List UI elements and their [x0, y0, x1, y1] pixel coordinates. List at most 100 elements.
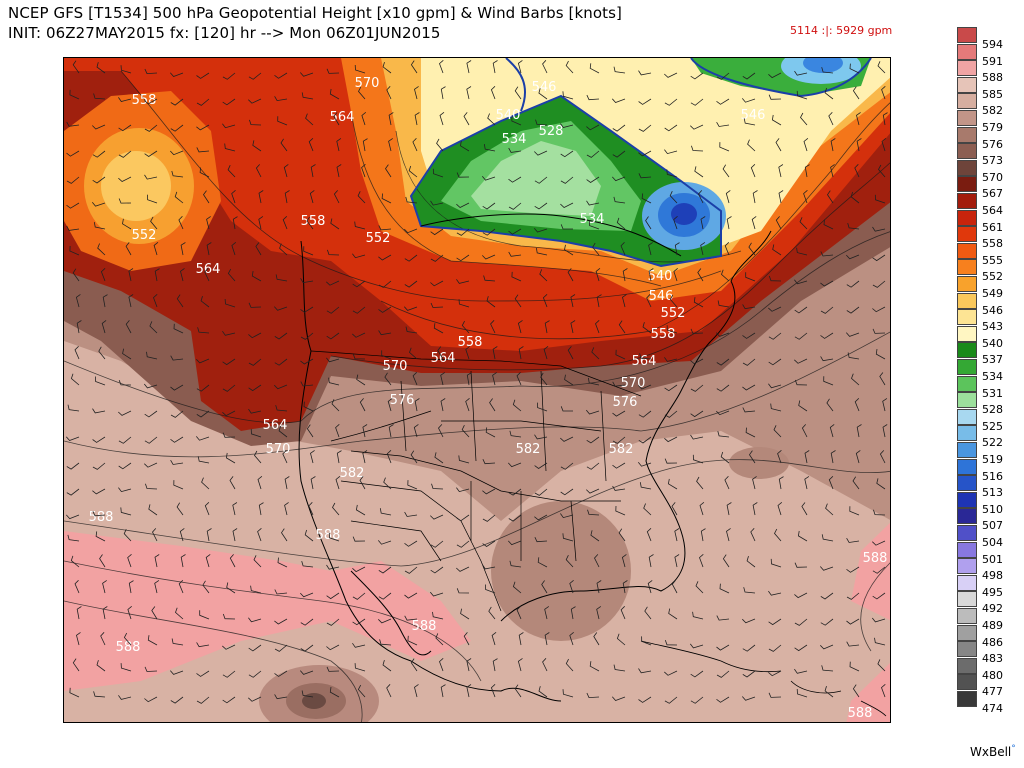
- wind-barb: [248, 98, 262, 104]
- wind-barb: [248, 358, 262, 366]
- wind-barb: [562, 91, 574, 100]
- wind-barb: [877, 659, 886, 672]
- legend-label-576: 576: [982, 137, 1003, 151]
- legend-swatch-519: [957, 442, 977, 458]
- wind-barb: [275, 405, 288, 412]
- wind-barb: [178, 216, 184, 230]
- wind-barb: [536, 247, 548, 256]
- wind-barb: [876, 478, 886, 490]
- wind-barb: [197, 456, 210, 464]
- wind-barb: [170, 355, 184, 361]
- wind-barb: [92, 436, 106, 443]
- wind-barb: [690, 328, 704, 334]
- wind-barb: [352, 618, 366, 626]
- contour-label: 528: [539, 124, 564, 139]
- wind-barb: [690, 434, 704, 440]
- wind-barb: [638, 124, 652, 132]
- wind-barb: [646, 294, 652, 308]
- wind-barb: [481, 176, 496, 181]
- wind-barb: [612, 124, 626, 132]
- wind-barb: [873, 509, 886, 516]
- wind-barb: [388, 424, 394, 438]
- wind-barb: [382, 61, 392, 74]
- wind-barb: [456, 172, 470, 178]
- wind-barb: [794, 332, 808, 340]
- wind-barb: [456, 540, 470, 548]
- wind-barb: [206, 242, 212, 256]
- wind-barb: [282, 216, 288, 230]
- wind-barb: [98, 346, 106, 360]
- wind-barb: [804, 476, 810, 490]
- wind-barb: [206, 216, 211, 230]
- wind-barb: [361, 111, 367, 126]
- wind-barb: [794, 306, 808, 314]
- wind-barb: [386, 86, 392, 100]
- wind-barb: [847, 352, 860, 360]
- wind-barb: [120, 507, 132, 516]
- wind-barb: [203, 190, 210, 204]
- wind-barb: [122, 348, 132, 360]
- wind-barb: [534, 462, 548, 469]
- wind-barb: [742, 304, 756, 310]
- legend-swatch-486: [957, 624, 977, 641]
- wind-barb: [274, 306, 288, 311]
- wind-barb: [386, 450, 392, 464]
- contour-label: 540: [648, 269, 673, 284]
- legend-label-564: 564: [982, 204, 1003, 217]
- wind-barb: [332, 502, 340, 516]
- wind-barb: [463, 632, 470, 646]
- wind-barb: [589, 63, 600, 74]
- wind-barb: [358, 86, 366, 100]
- wind-barb: [699, 501, 705, 516]
- wind-barb: [361, 163, 366, 178]
- wind-barb: [615, 349, 626, 360]
- wind-barb: [668, 608, 678, 620]
- wind-barb: [202, 580, 210, 594]
- contour-label: 570: [621, 376, 646, 391]
- wind-barb: [508, 488, 522, 496]
- wind-barb: [412, 372, 418, 386]
- contour-label: 570: [383, 359, 408, 374]
- legend-label-573: 573: [982, 154, 1003, 168]
- wind-barb: [768, 306, 782, 312]
- wind-barb: [852, 476, 860, 490]
- wind-barb: [543, 345, 549, 360]
- wind-barb: [881, 137, 887, 152]
- wind-barb: [66, 225, 80, 231]
- wind-barb: [565, 60, 574, 74]
- wind-barb: [508, 514, 522, 522]
- legend-swatch-570: [957, 159, 977, 176]
- wind-barb: [120, 663, 132, 672]
- wind-barb: [742, 618, 756, 624]
- wind-barb: [560, 224, 573, 230]
- contour-label: 588: [863, 551, 888, 566]
- wind-barb: [196, 72, 210, 79]
- wind-barb: [284, 502, 289, 516]
- wind-barb: [724, 242, 730, 256]
- wind-barb: [847, 222, 860, 230]
- wind-barb: [431, 483, 444, 490]
- wind-barb: [508, 147, 522, 153]
- wind-barb: [231, 241, 237, 256]
- brand-name: WxBell: [970, 745, 1012, 759]
- wind-barb: [587, 509, 600, 516]
- wind-barb: [248, 302, 262, 308]
- wind-barb: [638, 436, 652, 444]
- wind-barb: [638, 173, 652, 179]
- wind-barb: [612, 485, 626, 491]
- wind-barb: [301, 92, 314, 100]
- wind-barb: [490, 684, 496, 698]
- wind-barb: [352, 592, 366, 600]
- wind-barb: [488, 606, 496, 620]
- wind-barb: [565, 658, 574, 672]
- wind-barb: [76, 632, 81, 646]
- trough-contour: [409, 58, 872, 268]
- legend-swatch-534: [957, 359, 977, 375]
- wind-barb: [196, 98, 210, 106]
- wind-barb: [232, 502, 238, 516]
- wind-barb: [456, 514, 470, 522]
- wind-barb: [852, 684, 860, 698]
- wind-barb: [690, 410, 704, 418]
- wind-barb: [456, 202, 470, 208]
- wind-barb: [128, 268, 134, 282]
